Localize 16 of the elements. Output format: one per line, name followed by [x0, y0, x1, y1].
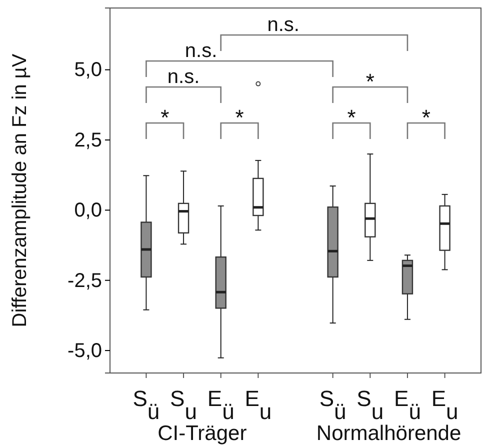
y-axis-title: Differenzamplitude an Fz in µV	[9, 53, 31, 328]
annotation: *	[366, 69, 375, 94]
annotation: *	[422, 105, 431, 130]
text: CI-Träger	[158, 422, 247, 445]
annotation: *	[347, 105, 356, 130]
annotation: n.s.	[184, 40, 218, 62]
text: Normalhörende	[316, 422, 462, 445]
annotation: n.s.	[167, 66, 200, 88]
y-tick-label: 0,0	[74, 200, 102, 222]
y-tick-label: 2,5	[74, 129, 102, 152]
y-tick-label: -5,0	[68, 340, 102, 362]
y-tick-label: -2,5	[68, 270, 102, 292]
annotation: *	[160, 105, 170, 130]
y-tick-label: 5,0	[74, 59, 102, 82]
annotation: n.s.	[267, 14, 300, 36]
annotation: *	[235, 105, 244, 130]
